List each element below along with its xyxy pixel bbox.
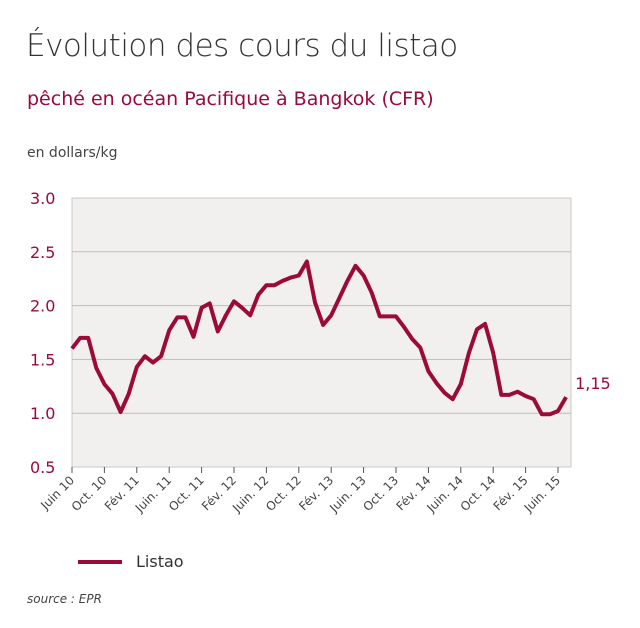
y-tick-label: 2.0 — [30, 297, 55, 316]
chart-subtitle: pêché en océan Pacifique à Bangkok (CFR) — [27, 88, 434, 110]
legend: Listao — [78, 552, 184, 571]
plot-area — [71, 197, 572, 468]
x-tick-label: Oct. 11 — [166, 473, 207, 514]
x-tick-label: Oct. 12 — [263, 473, 304, 514]
legend-label: Listao — [136, 552, 184, 571]
last-value-label: 1,15 — [575, 374, 611, 393]
y-axis-label: en dollars/kg — [27, 145, 118, 161]
chart-title: Évolution des cours du listao — [26, 28, 458, 64]
source-note: source : EPR — [27, 592, 102, 606]
y-tick-label: 1.0 — [30, 404, 55, 423]
y-tick-label: 3.0 — [30, 189, 55, 208]
x-tick-label: Oct. 14 — [458, 473, 499, 514]
x-tick-label: Oct. 10 — [69, 473, 110, 514]
y-tick-label: 1.5 — [30, 350, 55, 369]
legend-swatch — [78, 559, 122, 564]
y-tick-label: 2.5 — [30, 243, 55, 262]
y-tick-label: 0.5 — [30, 458, 55, 477]
series-line-listao — [70, 259, 568, 417]
x-tick-label: Oct. 13 — [360, 473, 401, 514]
